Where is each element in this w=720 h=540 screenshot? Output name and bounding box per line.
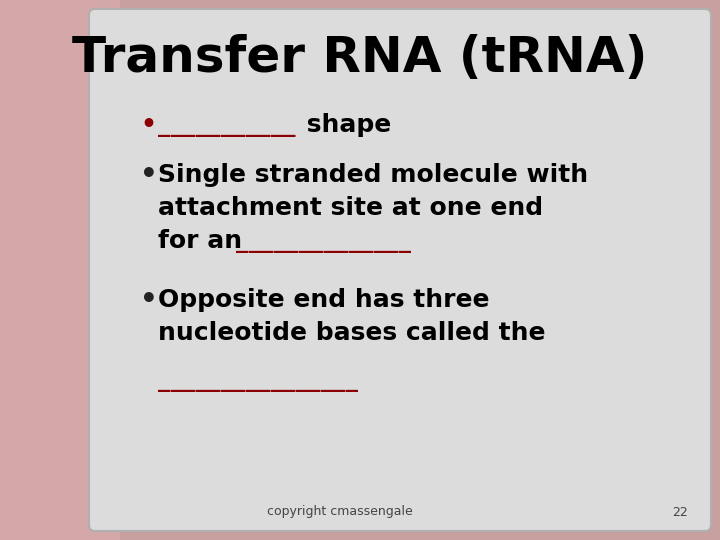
Bar [0,0,120,540]
Text: •: • [140,161,158,189]
Text: Opposite end has three: Opposite end has three [158,288,490,312]
Text: for an: for an [158,229,242,253]
Text: attachment site at one end: attachment site at one end [158,196,543,220]
FancyBboxPatch shape [89,9,711,531]
Text: Single stranded molecule with: Single stranded molecule with [158,163,588,187]
Text: •: • [140,286,158,314]
Text: ___________: ___________ [158,113,295,137]
Text: Transfer RNA (tRNA): Transfer RNA (tRNA) [72,34,648,82]
Text: ________________: ________________ [158,368,358,392]
Text: •: • [140,113,156,137]
Text: copyright cmassengale: copyright cmassengale [267,505,413,518]
Text: ______________: ______________ [236,229,411,253]
Text: shape: shape [298,113,391,137]
Text: nucleotide bases called the: nucleotide bases called the [158,321,546,345]
Text: 22: 22 [672,505,688,518]
